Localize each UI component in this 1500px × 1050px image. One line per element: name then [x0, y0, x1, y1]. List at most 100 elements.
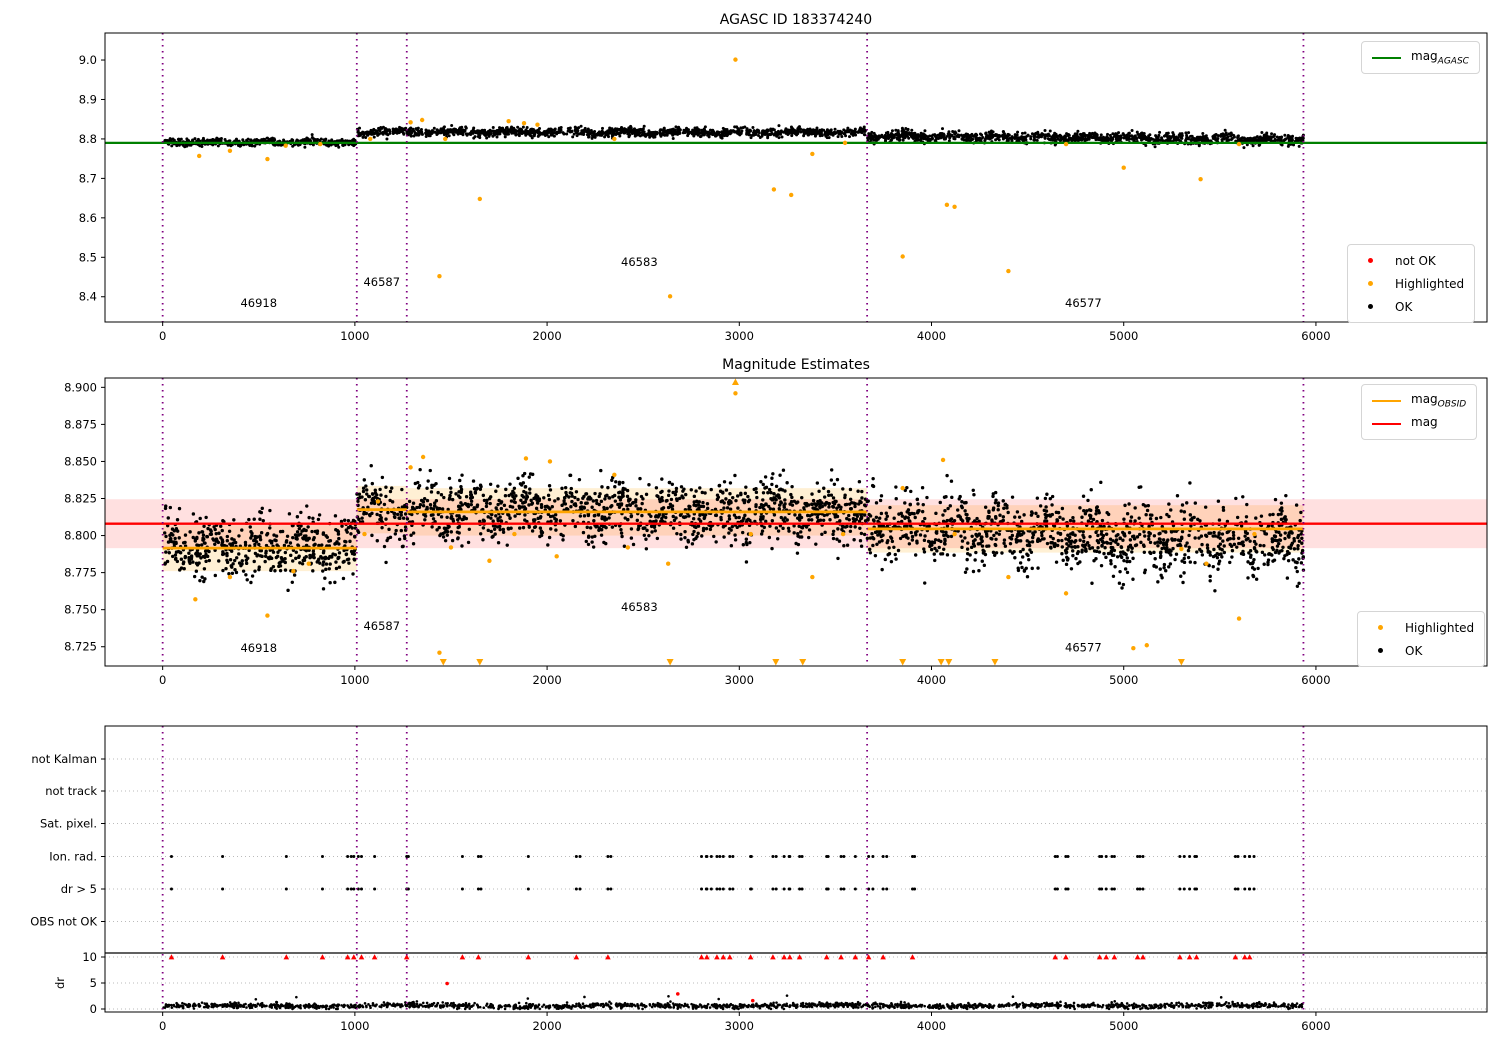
- y-tick-label: 8.850: [64, 454, 97, 468]
- clipped-low-marker: [945, 659, 953, 666]
- dr-tick-label: 10: [82, 950, 97, 964]
- y-tick-label: 8.9: [79, 92, 97, 106]
- bottom-plot-flag-markers: [169, 855, 1256, 891]
- x-tick-label: 0: [159, 329, 166, 343]
- dr-tick-label: 5: [90, 976, 97, 990]
- legend-item-highlighted-mid: Highlighted: [1368, 616, 1474, 639]
- bottom-plot-spines: [104, 725, 1488, 1013]
- y-tick-label: 8.8: [79, 132, 97, 146]
- flag-row-label: not Kalman: [31, 752, 97, 766]
- middle-plot-spines: [104, 377, 1488, 667]
- bottom-plot-dividers: [161, 726, 1305, 1012]
- y-tick-label: 8.5: [79, 250, 97, 264]
- bottom-plot-clipped-dr-markers: [168, 954, 1253, 960]
- y-tick-label: 8.775: [64, 566, 97, 580]
- flag-row-label: dr > 5: [61, 882, 97, 896]
- ok-marker-swatch: [1378, 648, 1383, 653]
- y-tick-label: 8.800: [64, 529, 97, 543]
- mag-line-swatch: [1372, 422, 1401, 425]
- x-tick-label: 2000: [532, 329, 561, 343]
- clipped-high-marker: [731, 378, 739, 385]
- legend-label-mag: mag: [1411, 414, 1438, 429]
- legend-item-mag-obsid: magOBSID: [1372, 389, 1466, 412]
- legend-item-ok: OK: [1358, 295, 1464, 318]
- top-plot: 46918 46587 46583 46577: [105, 33, 1487, 322]
- obsid-label: 46918: [240, 296, 277, 310]
- clipped-low-marker: [937, 659, 945, 666]
- top-plot-scatter-highlighted: [196, 57, 1242, 299]
- legend-label-highlighted: Highlighted: [1395, 276, 1465, 291]
- flag-row-label: Sat. pixel.: [40, 817, 97, 831]
- clipped-low-marker: [772, 659, 780, 666]
- flag-row-label: not track: [45, 784, 97, 798]
- top-plot-spines: [104, 32, 1488, 323]
- highlighted-marker-swatch: [1368, 281, 1373, 286]
- middle-plot-title: Magnitude Estimates: [722, 357, 870, 373]
- x-tick-label: 3000: [725, 329, 754, 343]
- middle-plot-dividers: [161, 378, 1305, 666]
- obsid-label: 46587: [363, 619, 400, 633]
- obsid-label: 46577: [1065, 296, 1102, 310]
- obsid-label: 46577: [1065, 641, 1102, 655]
- x-tick-label: 1000: [340, 329, 369, 343]
- legend-item-ok-mid: OK: [1368, 639, 1474, 662]
- x-tick-label: 0: [159, 673, 166, 687]
- mag-agasc-line-swatch: [1372, 56, 1401, 59]
- legend-label-ok: OK: [1395, 299, 1413, 314]
- top-plot-x-axis: 0 1000 2000 3000 4000 5000 6000: [159, 322, 1331, 343]
- legend-item-mag-agasc: magAGASC: [1372, 46, 1469, 69]
- middle-plot: 46918 46587 46583 46577: [105, 378, 1487, 666]
- legend-label-mag-obsid: magOBSID: [1411, 391, 1467, 410]
- highlighted-marker-swatch: [1378, 625, 1383, 630]
- not-ok-marker-swatch: [1368, 258, 1373, 263]
- x-tick-label: 4000: [917, 1019, 946, 1033]
- mag-obsid-line-swatch: [1372, 399, 1401, 402]
- mag-obsid-line: [162, 508, 1304, 550]
- bottom-plot: [105, 726, 1487, 1012]
- y-tick-label: 8.6: [79, 211, 97, 225]
- y-tick-label: 8.750: [64, 603, 97, 617]
- legend-label-highlighted-mid: Highlighted: [1405, 620, 1475, 635]
- bottom-plot-dr-trace: [162, 994, 1304, 1011]
- legend-label-ok-mid: OK: [1405, 643, 1423, 658]
- middle-plot-x-axis: 0 1000 2000 3000 4000 5000 6000: [159, 666, 1331, 687]
- bottom-plot-gridlines: [105, 758, 1487, 1010]
- y-tick-label: 8.825: [64, 492, 97, 506]
- legend-item-mag: mag: [1372, 412, 1466, 435]
- legend-label-mag-agasc: magAGASC: [1411, 48, 1469, 67]
- x-tick-label: 2000: [532, 1019, 561, 1033]
- obsid-label: 46587: [363, 275, 400, 289]
- x-tick-label: 4000: [917, 673, 946, 687]
- top-plot-obsid-labels: 46918 46587 46583 46577: [240, 255, 1101, 310]
- top-plot-y-axis: 9.0 8.9 8.8 8.7 8.6 8.5 8.4: [79, 53, 105, 304]
- legend-top-markers: not OK Highlighted OK: [1347, 244, 1476, 323]
- clipped-low-marker: [899, 659, 907, 666]
- x-tick-label: 4000: [917, 329, 946, 343]
- x-tick-label: 3000: [725, 1019, 754, 1033]
- top-plot-title: AGASC ID 183374240: [719, 12, 873, 28]
- y-tick-label: 8.7: [79, 171, 97, 185]
- clipped-low-marker: [799, 659, 807, 666]
- clipped-low-marker: [439, 659, 447, 666]
- x-tick-label: 1000: [340, 1019, 369, 1033]
- bottom-plot-y-axis: not Kalman not track Sat. pixel. Ion. rad. d…: [30, 752, 105, 1016]
- x-tick-label: 0: [159, 1019, 166, 1033]
- obsid-label: 46918: [240, 641, 277, 655]
- x-tick-label: 6000: [1301, 1019, 1330, 1033]
- dr-axis-label: dr: [53, 977, 67, 989]
- x-tick-label: 5000: [1109, 673, 1138, 687]
- top-plot-scatter-ok: [163, 123, 1305, 150]
- x-tick-label: 5000: [1109, 329, 1138, 343]
- y-tick-label: 8.900: [64, 380, 97, 394]
- middle-plot-y-axis: 8.900 8.875 8.850 8.825 8.800 8.775 8.750 8.725: [64, 380, 105, 654]
- legend-mid-lines: magOBSID mag: [1361, 384, 1478, 440]
- clipped-low-marker: [991, 659, 999, 666]
- x-tick-label: 6000: [1301, 673, 1330, 687]
- bottom-plot-x-axis: 0 1000 2000 3000 4000 5000 6000: [159, 1012, 1331, 1033]
- obsid-label: 46583: [621, 600, 658, 614]
- bottom-plot-not-ok-dr: [445, 981, 755, 1003]
- legend-mid-markers: Highlighted OK: [1357, 611, 1486, 667]
- obsid-label: 46583: [621, 255, 658, 269]
- y-tick-label: 8.4: [79, 290, 97, 304]
